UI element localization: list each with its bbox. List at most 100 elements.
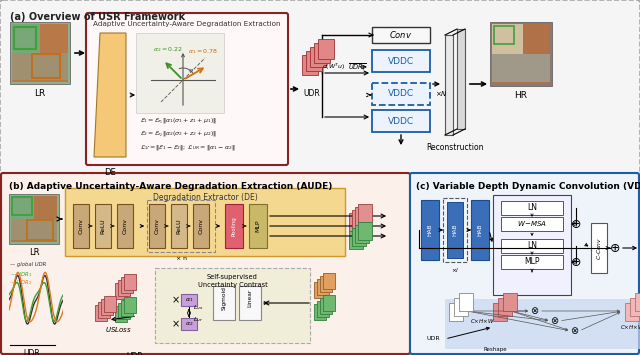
- Text: $\times$: $\times$: [171, 295, 179, 305]
- Text: $\times$ n: $\times$ n: [175, 254, 188, 262]
- Bar: [317, 279, 329, 295]
- FancyBboxPatch shape: [0, 0, 640, 174]
- Bar: [352, 210, 366, 228]
- Text: $c{\times}h{\times}w$: $c{\times}h{\times}w$: [484, 353, 506, 355]
- Bar: [98, 302, 110, 318]
- Bar: [306, 51, 322, 71]
- Bar: [32, 54, 60, 78]
- Text: Conv: Conv: [122, 218, 127, 234]
- Bar: [445, 299, 640, 349]
- Bar: [27, 220, 53, 240]
- Text: Linear: Linear: [248, 289, 253, 307]
- Bar: [115, 283, 127, 299]
- Bar: [249, 204, 267, 248]
- Bar: [492, 54, 550, 82]
- Bar: [635, 293, 640, 311]
- Bar: [95, 305, 107, 321]
- Text: $\sigma(W^Tu)$: $\sigma(W^Tu)$: [322, 62, 346, 72]
- Text: $\otimes$: $\otimes$: [570, 326, 580, 337]
- Text: $\otimes$: $\otimes$: [550, 316, 559, 327]
- Bar: [372, 110, 430, 132]
- Bar: [501, 255, 563, 269]
- Text: $\overline{UDR_i}$: $\overline{UDR_i}$: [348, 61, 366, 73]
- Bar: [95, 204, 111, 248]
- Bar: [12, 24, 40, 53]
- Bar: [501, 217, 563, 231]
- Bar: [471, 200, 489, 260]
- Bar: [149, 204, 165, 248]
- Text: $\times l$: $\times l$: [451, 266, 460, 274]
- Bar: [492, 24, 523, 56]
- Text: $\oplus$: $\oplus$: [570, 218, 582, 230]
- Text: LN: LN: [527, 203, 537, 213]
- Bar: [314, 43, 330, 63]
- Bar: [372, 83, 430, 105]
- Text: HR: HR: [515, 91, 527, 100]
- Bar: [225, 204, 243, 248]
- Bar: [494, 26, 514, 44]
- Text: $L_{us}$: $L_{us}$: [193, 304, 204, 312]
- Bar: [317, 301, 329, 317]
- Bar: [501, 239, 563, 253]
- Bar: [117, 204, 133, 248]
- Bar: [355, 207, 369, 225]
- Bar: [118, 303, 130, 319]
- Text: Reshape: Reshape: [483, 347, 507, 352]
- Text: Adaptive Uncertainty-Aware Degradation Extraction: Adaptive Uncertainty-Aware Degradation E…: [93, 21, 281, 27]
- Bar: [358, 204, 372, 222]
- Text: $\mathcal{E}_2 = \mathcal{E}_{z_2}\|\alpha_2(\sigma_2+z_2+\mu_2)\|$: $\mathcal{E}_2 = \mathcal{E}_{z_2}\|\alp…: [140, 130, 217, 139]
- Text: Conv: Conv: [198, 218, 204, 234]
- Text: — global UDR: — global UDR: [10, 262, 46, 267]
- Text: $\times$: $\times$: [171, 319, 179, 329]
- Bar: [318, 39, 334, 59]
- Bar: [443, 198, 467, 262]
- Bar: [421, 200, 439, 260]
- Bar: [447, 202, 463, 258]
- Bar: [104, 296, 116, 312]
- Bar: [11, 219, 57, 240]
- Text: ReLU: ReLU: [177, 218, 182, 234]
- Bar: [121, 300, 133, 316]
- Bar: [314, 304, 326, 320]
- Text: $\oplus$: $\oplus$: [570, 256, 582, 268]
- Text: MLP: MLP: [524, 257, 540, 267]
- Text: $\alpha_1$: $\alpha_1$: [185, 296, 193, 304]
- Bar: [352, 228, 366, 246]
- Text: HAB: HAB: [428, 224, 433, 236]
- Text: (c) Variable Depth Dynamic Convolution (VDDC): (c) Variable Depth Dynamic Convolution (…: [416, 182, 640, 191]
- FancyBboxPatch shape: [1, 173, 410, 354]
- Text: UDR: UDR: [426, 337, 440, 342]
- Text: UDR: UDR: [127, 352, 143, 355]
- Bar: [12, 197, 32, 215]
- Bar: [101, 299, 113, 315]
- Bar: [630, 298, 640, 316]
- Text: $\mathcal{L}_{\mathcal{U}}=\|\mathcal{E}_1-\mathcal{E}_2\|;\ \mathcal{L}_{UR}=\|: $\mathcal{L}_{\mathcal{U}}=\|\mathcal{E}…: [140, 143, 236, 152]
- Bar: [171, 204, 187, 248]
- Text: — $UDR_1$: — $UDR_1$: [10, 270, 33, 279]
- Bar: [314, 282, 326, 298]
- Bar: [372, 27, 430, 43]
- Text: HAB: HAB: [452, 224, 458, 236]
- Bar: [349, 213, 363, 231]
- Bar: [320, 298, 332, 314]
- Bar: [73, 204, 89, 248]
- Text: Pooling: Pooling: [232, 216, 237, 236]
- Text: Sigmoid: Sigmoid: [221, 286, 227, 310]
- Bar: [320, 276, 332, 292]
- Text: $\alpha_2 = 0.22$: $\alpha_2 = 0.22$: [153, 45, 182, 54]
- Bar: [124, 297, 136, 313]
- Bar: [372, 50, 430, 72]
- Bar: [493, 195, 571, 295]
- Bar: [454, 298, 468, 316]
- Text: $\times N$: $\times N$: [435, 89, 448, 98]
- Text: $\mathit{C\text{-}Conv}$: $\mathit{C\text{-}Conv}$: [595, 236, 603, 260]
- Text: LR: LR: [29, 248, 39, 257]
- Text: (a) Overview of USR Framework: (a) Overview of USR Framework: [10, 12, 185, 22]
- Bar: [355, 225, 369, 243]
- Bar: [115, 306, 127, 322]
- Bar: [492, 24, 550, 84]
- Bar: [213, 286, 235, 320]
- Bar: [239, 286, 261, 320]
- Bar: [147, 200, 215, 252]
- Bar: [493, 303, 507, 321]
